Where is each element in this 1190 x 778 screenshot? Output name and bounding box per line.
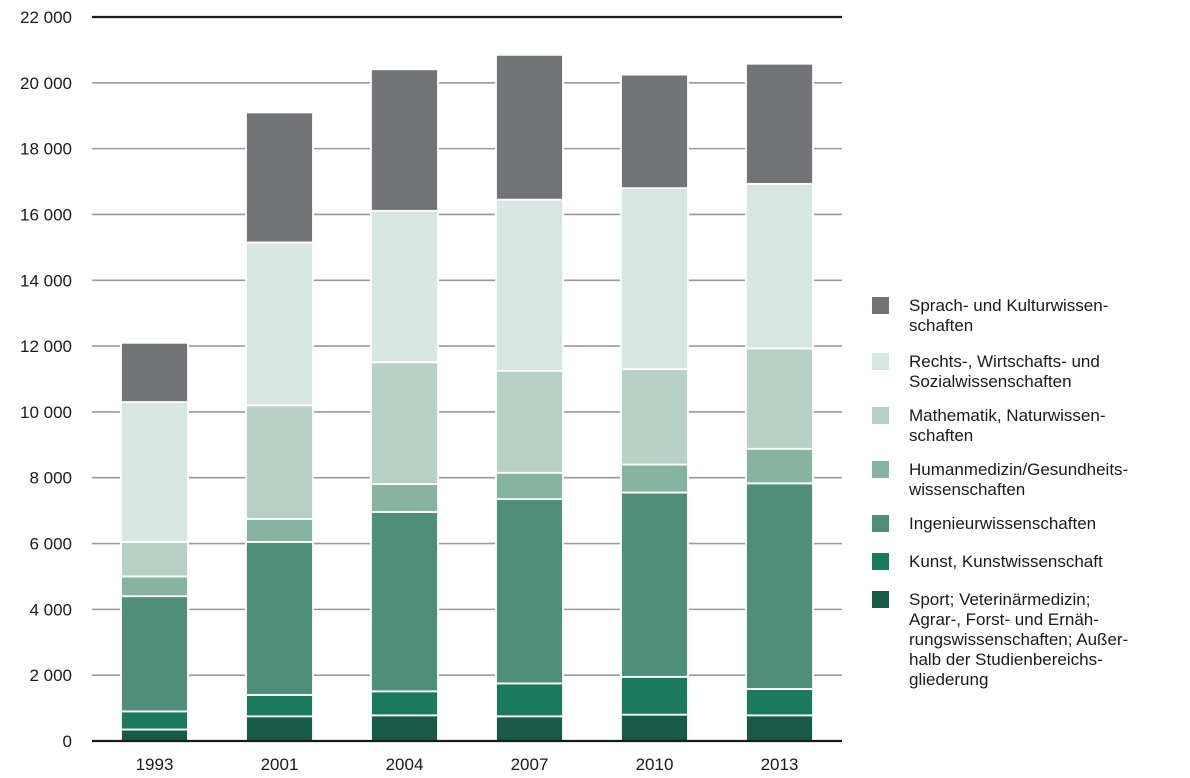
- legend: Sprach- und Kulturwissen- schaften Rechts…: [872, 296, 1182, 690]
- y-tick-label: 6 000: [29, 535, 72, 554]
- legend-label: Rechts-, Wirtschafts- und Sozialwissensc…: [909, 352, 1100, 391]
- legend-item: Ingenieurwissenschaften: [872, 514, 1182, 534]
- bar-segment: [245, 694, 314, 718]
- bar-segment: [370, 209, 439, 364]
- legend-swatch: [872, 461, 889, 478]
- legend-label: Mathematik, Naturwissen- schaften: [909, 406, 1106, 445]
- bar-segment: [745, 347, 814, 450]
- bar-segment: [245, 404, 314, 520]
- legend-label: Kunst, Kunstwissenschaft: [909, 552, 1103, 571]
- y-tick-label: 10 000: [20, 403, 72, 422]
- bar-segment: [745, 688, 814, 717]
- bar-segment: [120, 575, 189, 598]
- x-tick-label: 2004: [386, 755, 424, 774]
- bar-segment: [745, 447, 814, 485]
- y-tick-label: 18 000: [20, 140, 72, 159]
- bar-segment: [620, 713, 689, 742]
- bar-segment: [620, 463, 689, 494]
- bar-segment: [620, 187, 689, 371]
- bar-segment: [245, 541, 314, 696]
- legend-item: Rechts-, Wirtschafts- und Sozialwissensc…: [872, 352, 1182, 392]
- legend-swatch: [872, 591, 889, 608]
- legend-label: Sprach- und Kulturwissen- schaften: [909, 296, 1109, 335]
- bar-segment: [620, 491, 689, 678]
- y-tick-label: 16 000: [20, 205, 72, 224]
- bar-segment: [620, 368, 689, 466]
- x-tick-label: 2010: [636, 755, 674, 774]
- legend-item: Sprach- und Kulturwissen- schaften: [872, 296, 1182, 336]
- y-tick-label: 2 000: [29, 666, 72, 685]
- bar-segment: [245, 241, 314, 407]
- legend-swatch: [872, 297, 889, 314]
- y-tick-label: 20 000: [20, 74, 72, 93]
- legend-item: Sport; Veterinärmedizin; Agrar-, Forst- …: [872, 590, 1182, 690]
- legend-swatch: [872, 553, 889, 570]
- bar-segment: [495, 369, 564, 474]
- bar-segment: [245, 517, 314, 543]
- axes: 0 2 000 4 000 6 000 8 000 10 000 12 000 14 000 1…: [20, 8, 842, 774]
- bar-segment: [370, 511, 439, 693]
- bar-segment: [745, 182, 814, 350]
- x-tick-label: 1993: [136, 755, 174, 774]
- bar-segment: [245, 715, 314, 742]
- x-tick-label: 2007: [511, 755, 549, 774]
- x-tick-label: 2013: [761, 755, 799, 774]
- bar-segment: [120, 541, 189, 578]
- bars: [120, 53, 814, 742]
- bar-segment: [495, 498, 564, 685]
- legend-label: Ingenieurwissenschaften: [909, 514, 1097, 533]
- y-tick-label: 0: [63, 732, 72, 751]
- legend-swatch: [872, 353, 889, 370]
- bar-segment: [370, 690, 439, 717]
- bar-segment: [495, 198, 564, 372]
- y-tick-label: 12 000: [20, 337, 72, 356]
- bar-segment: [745, 62, 814, 185]
- bar-segment: [495, 53, 564, 201]
- legend-label: Humanmedizin/Gesundheits- wissenschaften: [909, 460, 1129, 499]
- y-tick-label: 8 000: [29, 469, 72, 488]
- y-tick-label: 14 000: [20, 271, 72, 290]
- gridlines: [92, 15, 842, 742]
- bar-segment: [120, 401, 189, 543]
- bar-segment: [370, 361, 439, 485]
- x-tick-label: 2001: [261, 755, 299, 774]
- bar-segment: [120, 341, 189, 403]
- bar-segment: [495, 682, 564, 718]
- bar-segment: [370, 68, 439, 212]
- legend-item: Mathematik, Naturwissen- schaften: [872, 406, 1182, 446]
- bar-segment: [495, 471, 564, 501]
- bar-segment: [120, 595, 189, 713]
- bar-segment: [620, 73, 689, 190]
- bar-segment: [245, 111, 314, 244]
- y-tick-label: 22 000: [20, 8, 72, 27]
- legend-label: Sport; Veterinärmedizin; Agrar-, Forst- …: [909, 590, 1129, 689]
- bar-segment: [120, 728, 189, 742]
- legend-swatch: [872, 515, 889, 532]
- legend-swatch: [872, 407, 889, 424]
- bar-segment: [370, 483, 439, 513]
- bar-segment: [745, 482, 814, 690]
- bar-segment: [620, 675, 689, 716]
- bar-segment: [120, 710, 189, 731]
- legend-item: Kunst, Kunstwissenschaft: [872, 552, 1182, 572]
- bar-segment: [745, 714, 814, 742]
- y-tick-label: 4 000: [29, 600, 72, 619]
- legend-item: Humanmedizin/Gesundheits- wissenschaften: [872, 460, 1182, 500]
- bar-segment: [495, 715, 564, 742]
- bar-segment: [370, 714, 439, 742]
